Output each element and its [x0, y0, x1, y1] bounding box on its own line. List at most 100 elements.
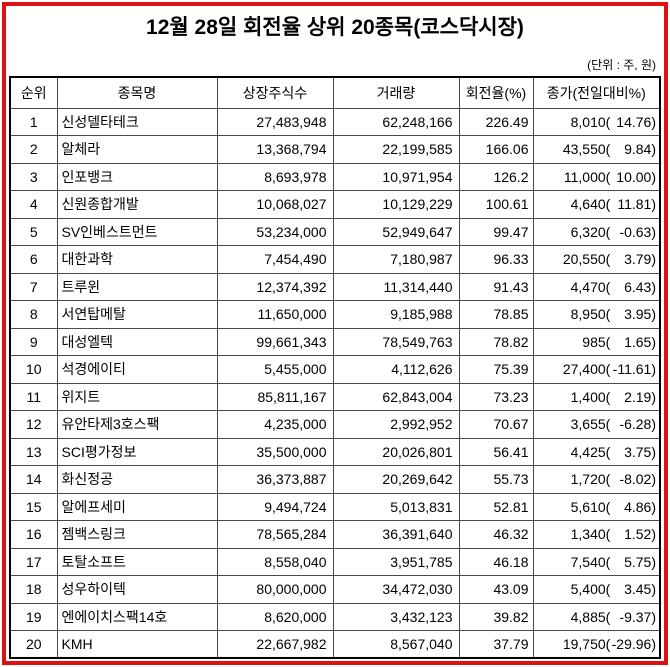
cell-turnover: 73.23	[458, 382, 534, 411]
cell-turnover: 78.82	[458, 327, 534, 356]
close-paren: )	[651, 141, 656, 158]
change-percent-value: 3.75	[624, 443, 652, 460]
cell-volume: 10,971,954	[332, 162, 460, 191]
cell-close-price: 5,400(3.45)	[532, 575, 661, 604]
unit-note: (단위 : 주, 원)	[587, 58, 656, 72]
cell-stock-name: 대한과학	[56, 245, 218, 274]
column-header-rank: 순위	[9, 76, 58, 109]
table-row: 1 신성델타테크 27,483,948 62,248,166 226.49 8,010(1…	[9, 107, 661, 136]
open-paren: (	[605, 168, 611, 185]
table-row: 19 엔에이치스팩14호 8,620,000 3,432,123 39.82 4,885(…	[9, 602, 661, 631]
open-paren: (	[605, 113, 611, 130]
change-percent-value: 2.19	[624, 388, 652, 405]
cell-rank: 18	[9, 575, 58, 604]
cell-turnover: 43.09	[458, 575, 534, 604]
table-row: 11 위지트 85,811,167 62,843,004 73.23 1,400(2.19…	[9, 382, 661, 411]
close-paren: )	[651, 498, 656, 515]
cell-rank: 17	[9, 547, 58, 576]
cell-turnover: 52.81	[458, 492, 534, 521]
cell-volume: 3,432,123	[332, 602, 460, 631]
change-percent-value: -29.96	[611, 636, 652, 652]
close-paren: )	[651, 333, 656, 350]
close-paren: )	[651, 223, 656, 240]
cell-stock-name: 서연탑메탈	[56, 300, 218, 329]
cell-volume: 22,199,585	[332, 135, 460, 164]
page-title: 12월 28일 회전율 상위 20종목(코스닥시장)	[146, 16, 524, 39]
cell-volume: 3,951,785	[332, 547, 460, 576]
cell-rank: 16	[9, 520, 58, 549]
table-row: 17 토탈소프트 8,558,040 3,951,785 46.18 7,540(5.75…	[9, 547, 661, 576]
cell-stock-name: 대성엘텍	[56, 327, 218, 356]
cell-stock-name: 트루윈	[56, 272, 218, 301]
open-paren: (	[605, 608, 611, 625]
cell-rank: 3	[9, 162, 58, 191]
column-header-shares: 상장주식수	[216, 76, 334, 109]
close-price-value: 4,470	[570, 278, 606, 295]
open-paren: (	[605, 223, 611, 240]
table-row: 6 대한과학 7,454,490 7,180,987 96.33 20,550(3.79)	[9, 245, 661, 274]
cell-turnover: 96.33	[458, 245, 534, 274]
cell-rank: 11	[9, 382, 58, 411]
open-paren: (	[605, 526, 611, 543]
cell-listed-shares: 4,235,000	[216, 410, 334, 439]
change-percent-value: 6.43	[624, 278, 652, 295]
table-row: 7 트루윈 12,374,392 11,314,440 91.43 4,470(6.43)	[9, 272, 661, 301]
close-price-value: 4,425	[570, 443, 606, 460]
close-price-value: 5,400	[570, 581, 606, 598]
close-price-value: 11,000	[563, 168, 606, 185]
cell-stock-name: 신성델타테크	[56, 107, 218, 136]
table-row: 13 SCI평가정보 35,500,000 20,026,801 56.41 4,425(…	[9, 437, 661, 466]
open-paren: (	[605, 443, 611, 460]
table-row: 16 젬백스링크 78,565,284 36,391,640 46.32 1,340(1.…	[9, 520, 661, 549]
cell-close-price: 1,720(-8.02)	[532, 465, 661, 494]
table-header-row: 순위 종목명 상장주식수 거래량 회전율(%) 종가(전일대비%)	[9, 76, 661, 109]
cell-rank: 1	[9, 107, 58, 136]
cell-listed-shares: 8,620,000	[216, 602, 334, 631]
close-price-value: 8,950	[570, 306, 606, 323]
cell-turnover: 46.32	[458, 520, 534, 549]
cell-volume: 11,314,440	[332, 272, 460, 301]
cell-volume: 20,269,642	[332, 465, 460, 494]
close-paren: )	[651, 388, 656, 405]
cell-listed-shares: 99,661,343	[216, 327, 334, 356]
cell-rank: 7	[9, 272, 58, 301]
change-percent-value: 5.75	[624, 553, 652, 570]
change-percent-value: 11.81	[617, 196, 652, 213]
cell-close-price: 985(1.65)	[532, 327, 661, 356]
table-row: 2 알체라 13,368,794 22,199,585 166.06 43,550(9.8…	[9, 135, 661, 164]
close-paren: )	[651, 306, 656, 323]
cell-stock-name: 젬백스링크	[56, 520, 218, 549]
close-paren: )	[651, 278, 656, 295]
close-price-value: 985	[582, 333, 606, 350]
change-percent-value: -0.63	[619, 223, 652, 240]
close-paren: )	[651, 416, 656, 433]
change-percent-value: 3.95	[624, 306, 652, 323]
cell-volume: 5,013,831	[332, 492, 460, 521]
cell-turnover: 75.39	[458, 355, 534, 384]
cell-volume: 34,472,030	[332, 575, 460, 604]
close-paren: )	[651, 581, 656, 598]
cell-volume: 4,112,626	[332, 355, 460, 384]
cell-turnover: 166.06	[458, 135, 534, 164]
close-price-value: 20,550	[562, 251, 606, 268]
cell-rank: 4	[9, 190, 58, 219]
cell-listed-shares: 12,374,392	[216, 272, 334, 301]
cell-volume: 62,843,004	[332, 382, 460, 411]
change-percent-value: 1.65	[624, 333, 652, 350]
close-price-value: 1,720	[570, 471, 606, 488]
close-paren: )	[651, 361, 656, 378]
change-percent-value: -9.37	[619, 608, 652, 625]
cell-listed-shares: 5,455,000	[216, 355, 334, 384]
close-price-value: 5,610	[570, 498, 606, 515]
column-header-turnover: 회전율(%)	[458, 76, 534, 109]
cell-turnover: 37.79	[458, 630, 534, 659]
cell-stock-name: 알체라	[56, 135, 218, 164]
cell-close-price: 43,550(9.84)	[532, 135, 661, 164]
close-paren: )	[651, 113, 656, 130]
cell-volume: 78,549,763	[332, 327, 460, 356]
close-paren: )	[651, 443, 656, 460]
change-percent-value: -8.02	[619, 471, 652, 488]
table-row: 5 SV인베스트먼트 53,234,000 52,949,647 99.47 6,320(…	[9, 217, 661, 246]
column-header-volume: 거래량	[332, 76, 460, 109]
